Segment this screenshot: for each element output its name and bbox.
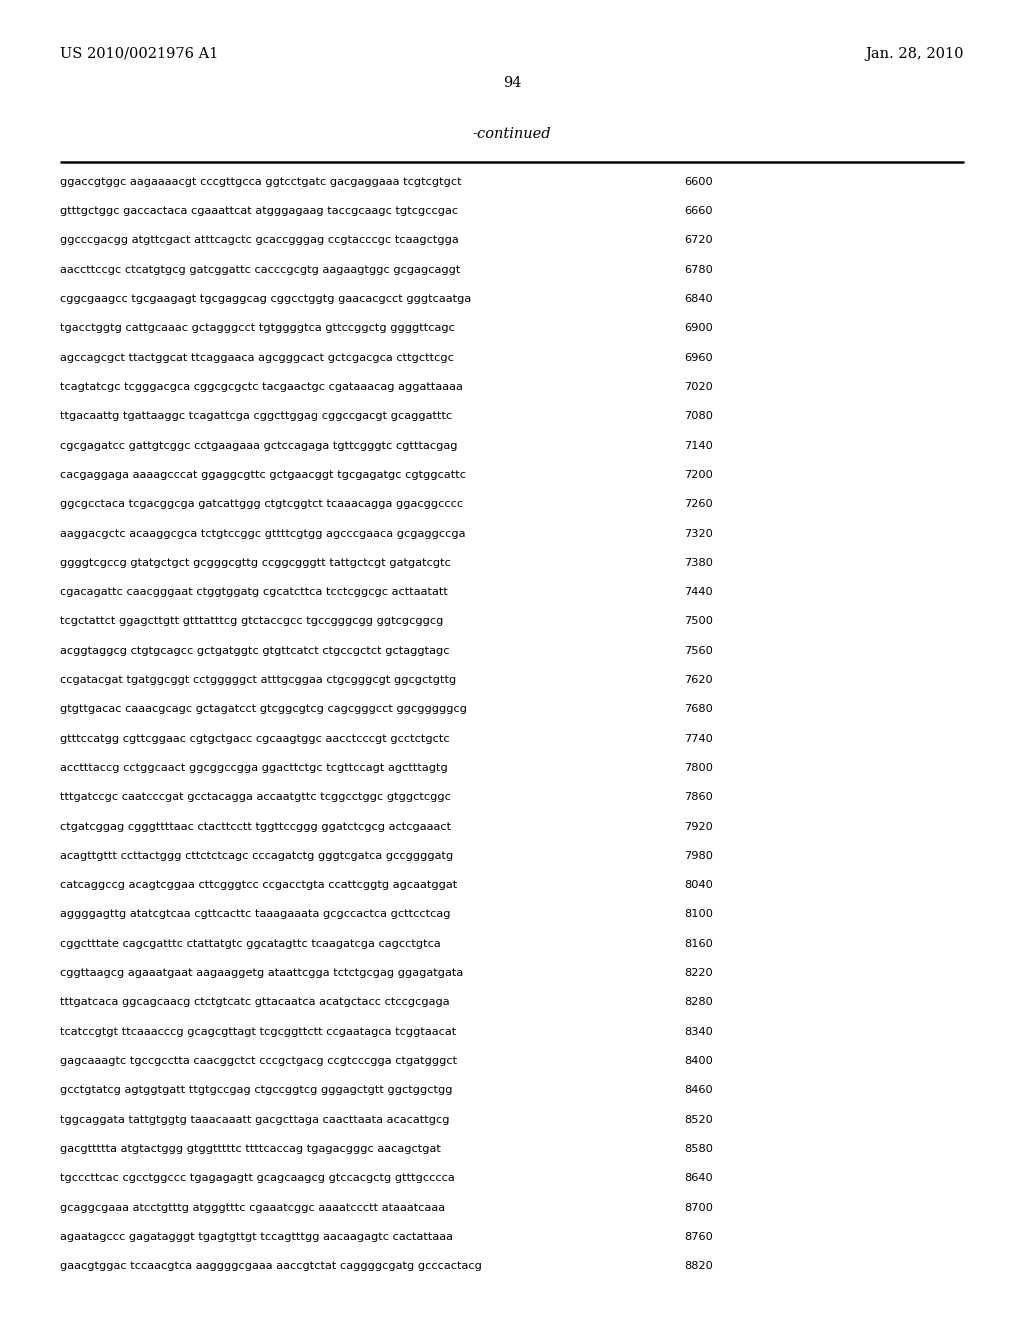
Text: 6900: 6900 xyxy=(684,323,713,334)
Text: -continued: -continued xyxy=(473,127,551,141)
Text: 8640: 8640 xyxy=(684,1173,713,1183)
Text: 8220: 8220 xyxy=(684,968,713,978)
Text: 6720: 6720 xyxy=(684,235,713,246)
Text: 6600: 6600 xyxy=(684,177,713,187)
Text: 7020: 7020 xyxy=(684,381,713,392)
Text: 7260: 7260 xyxy=(684,499,713,510)
Text: ggcccgacgg atgttcgact atttcagctc gcaccgggag ccgtacccgc tcaagctgga: ggcccgacgg atgttcgact atttcagctc gcaccgg… xyxy=(60,235,459,246)
Text: tggcaggata tattgtggtg taaacaaatt gacgcttaga caacttaata acacattgcg: tggcaggata tattgtggtg taaacaaatt gacgctt… xyxy=(60,1114,450,1125)
Text: 7560: 7560 xyxy=(684,645,713,656)
Text: 7500: 7500 xyxy=(684,616,713,627)
Text: 8820: 8820 xyxy=(684,1261,713,1271)
Text: gcaggcgaaa atcctgtttg atgggtttc cgaaatcggc aaaatccctt ataaatcaaa: gcaggcgaaa atcctgtttg atgggtttc cgaaatcg… xyxy=(60,1203,445,1213)
Text: agaatagccc gagatagggt tgagtgttgt tccagtttgg aacaagagtc cactattaaa: agaatagccc gagatagggt tgagtgttgt tccagtt… xyxy=(60,1232,454,1242)
Text: cggcgaagcc tgcgaagagt tgcgaggcag cggcctggtg gaacacgcct gggtcaatga: cggcgaagcc tgcgaagagt tgcgaggcag cggcctg… xyxy=(60,294,472,304)
Text: 8400: 8400 xyxy=(684,1056,713,1067)
Text: aaggacgctc acaaggcgca tctgtccggc gttttcgtgg agcccgaaca gcgaggccga: aaggacgctc acaaggcgca tctgtccggc gttttcg… xyxy=(60,528,466,539)
Text: cgcgagatcc gattgtcggc cctgaagaaa gctccagaga tgttcgggtc cgtttacgag: cgcgagatcc gattgtcggc cctgaagaaa gctccag… xyxy=(60,441,458,450)
Text: gcctgtatcg agtggtgatt ttgtgccgag ctgccggtcg gggagctgtt ggctggctgg: gcctgtatcg agtggtgatt ttgtgccgag ctgccgg… xyxy=(60,1085,453,1096)
Text: cgacagattc caacgggaat ctggtggatg cgcatcttca tcctcggcgc acttaatatt: cgacagattc caacgggaat ctggtggatg cgcatct… xyxy=(60,587,449,597)
Text: 7860: 7860 xyxy=(684,792,713,803)
Text: gtttgctggc gaccactaca cgaaattcat atgggagaag taccgcaagc tgtcgccgac: gtttgctggc gaccactaca cgaaattcat atgggag… xyxy=(60,206,459,216)
Text: 7920: 7920 xyxy=(684,821,713,832)
Text: gaacgtggac tccaacgtca aaggggcgaaa aaccgtctat caggggcgatg gcccactacg: gaacgtggac tccaacgtca aaggggcgaaa aaccgt… xyxy=(60,1261,482,1271)
Text: 7680: 7680 xyxy=(684,705,713,714)
Text: 7620: 7620 xyxy=(684,675,713,685)
Text: aggggagttg atatcgtcaa cgttcacttc taaagaaata gcgccactca gcttcctcag: aggggagttg atatcgtcaa cgttcacttc taaagaa… xyxy=(60,909,451,920)
Text: US 2010/0021976 A1: US 2010/0021976 A1 xyxy=(60,46,219,61)
Text: gagcaaagtc tgccgcctta caacggctct cccgctgacg ccgtcccgga ctgatgggct: gagcaaagtc tgccgcctta caacggctct cccgctg… xyxy=(60,1056,458,1067)
Text: Jan. 28, 2010: Jan. 28, 2010 xyxy=(865,46,964,61)
Text: 6960: 6960 xyxy=(684,352,713,363)
Text: cggttaagcg agaaatgaat aagaaggetg ataattcgga tctctgcgag ggagatgata: cggttaagcg agaaatgaat aagaaggetg ataattc… xyxy=(60,968,464,978)
Text: acagttgttt ccttactggg cttctctcagc cccagatctg gggtcgatca gccggggatg: acagttgttt ccttactggg cttctctcagc cccaga… xyxy=(60,851,454,861)
Text: 8700: 8700 xyxy=(684,1203,713,1213)
Text: 8280: 8280 xyxy=(684,998,713,1007)
Text: gacgttttta atgtactggg gtggtttttc ttttcaccag tgagacgggc aacagctgat: gacgttttta atgtactggg gtggtttttc ttttcac… xyxy=(60,1144,441,1154)
Text: 8100: 8100 xyxy=(684,909,713,920)
Text: ggaccgtggc aagaaaacgt cccgttgcca ggtcctgatc gacgaggaaa tcgtcgtgct: ggaccgtggc aagaaaacgt cccgttgcca ggtcctg… xyxy=(60,177,462,187)
Text: 94: 94 xyxy=(503,75,521,90)
Text: tttgatcaca ggcagcaacg ctctgtcatc gttacaatca acatgctacc ctccgcgaga: tttgatcaca ggcagcaacg ctctgtcatc gttacaa… xyxy=(60,998,450,1007)
Text: 8160: 8160 xyxy=(684,939,713,949)
Text: gtgttgacac caaacgcagc gctagatcct gtcggcgtcg cagcgggcct ggcgggggcg: gtgttgacac caaacgcagc gctagatcct gtcggcg… xyxy=(60,705,467,714)
Text: 8340: 8340 xyxy=(684,1027,713,1036)
Text: tcgctattct ggagcttgtt gtttatttcg gtctaccgcc tgccgggcgg ggtcgcggcg: tcgctattct ggagcttgtt gtttatttcg gtctacc… xyxy=(60,616,443,627)
Text: 7740: 7740 xyxy=(684,734,713,743)
Text: tcatccgtgt ttcaaacccg gcagcgttagt tcgcggttctt ccgaatagca tcggtaacat: tcatccgtgt ttcaaacccg gcagcgttagt tcgcgg… xyxy=(60,1027,457,1036)
Text: 7200: 7200 xyxy=(684,470,713,480)
Text: agccagcgct ttactggcat ttcaggaaca agcgggcact gctcgacgca cttgcttcgc: agccagcgct ttactggcat ttcaggaaca agcgggc… xyxy=(60,352,455,363)
Text: 7320: 7320 xyxy=(684,528,713,539)
Text: ggcgcctaca tcgacggcga gatcattggg ctgtcggtct tcaaacagga ggacggcccc: ggcgcctaca tcgacggcga gatcattggg ctgtcgg… xyxy=(60,499,464,510)
Text: 6780: 6780 xyxy=(684,265,713,275)
Text: 7440: 7440 xyxy=(684,587,713,597)
Text: tgcccttcac cgcctggccc tgagagagtt gcagcaagcg gtccacgctg gtttgcccca: tgcccttcac cgcctggccc tgagagagtt gcagcaa… xyxy=(60,1173,455,1183)
Text: ttgacaattg tgattaaggc tcagattcga cggcttggag cggccgacgt gcaggatttc: ttgacaattg tgattaaggc tcagattcga cggcttg… xyxy=(60,412,453,421)
Text: ctgatcggag cgggttttaac ctacttcctt tggttccggg ggatctcgcg actcgaaact: ctgatcggag cgggttttaac ctacttcctt tggttc… xyxy=(60,821,452,832)
Text: 7800: 7800 xyxy=(684,763,713,774)
Text: 8520: 8520 xyxy=(684,1114,713,1125)
Text: 6660: 6660 xyxy=(684,206,713,216)
Text: 8580: 8580 xyxy=(684,1144,713,1154)
Text: acggtaggcg ctgtgcagcc gctgatggtc gtgttcatct ctgccgctct gctaggtagc: acggtaggcg ctgtgcagcc gctgatggtc gtgttca… xyxy=(60,645,450,656)
Text: 8040: 8040 xyxy=(684,880,713,890)
Text: 6840: 6840 xyxy=(684,294,713,304)
Text: catcaggccg acagtcggaa cttcgggtcc ccgacctgta ccattcggtg agcaatggat: catcaggccg acagtcggaa cttcgggtcc ccgacct… xyxy=(60,880,458,890)
Text: 8460: 8460 xyxy=(684,1085,713,1096)
Text: ggggtcgccg gtatgctgct gcgggcgttg ccggcgggtt tattgctcgt gatgatcgtc: ggggtcgccg gtatgctgct gcgggcgttg ccggcgg… xyxy=(60,558,452,568)
Text: ccgatacgat tgatggcggt cctgggggct atttgcggaa ctgcgggcgt ggcgctgttg: ccgatacgat tgatggcggt cctgggggct atttgcg… xyxy=(60,675,457,685)
Text: cacgaggaga aaaagcccat ggaggcgttc gctgaacggt tgcgagatgc cgtggcattc: cacgaggaga aaaagcccat ggaggcgttc gctgaac… xyxy=(60,470,466,480)
Text: aaccttccgc ctcatgtgcg gatcggattc cacccgcgtg aagaagtggc gcgagcaggt: aaccttccgc ctcatgtgcg gatcggattc cacccgc… xyxy=(60,265,461,275)
Text: tttgatccgc caatcccgat gcctacagga accaatgttc tcggcctggc gtggctcggc: tttgatccgc caatcccgat gcctacagga accaatg… xyxy=(60,792,452,803)
Text: 8760: 8760 xyxy=(684,1232,713,1242)
Text: 7380: 7380 xyxy=(684,558,713,568)
Text: 7980: 7980 xyxy=(684,851,713,861)
Text: gtttccatgg cgttcggaac cgtgctgacc cgcaagtggc aacctcccgt gcctctgctc: gtttccatgg cgttcggaac cgtgctgacc cgcaagt… xyxy=(60,734,450,743)
Text: cggctttate cagcgatttc ctattatgtc ggcatagttc tcaagatcga cagcctgtca: cggctttate cagcgatttc ctattatgtc ggcatag… xyxy=(60,939,441,949)
Text: acctttaccg cctggcaact ggcggccgga ggacttctgc tcgttccagt agctttagtg: acctttaccg cctggcaact ggcggccgga ggacttc… xyxy=(60,763,449,774)
Text: tgacctggtg cattgcaaac gctagggcct tgtggggtca gttccggctg ggggttcagc: tgacctggtg cattgcaaac gctagggcct tgtgggg… xyxy=(60,323,456,334)
Text: tcagtatcgc tcgggacgca cggcgcgctc tacgaactgc cgataaacag aggattaaaa: tcagtatcgc tcgggacgca cggcgcgctc tacgaac… xyxy=(60,381,463,392)
Text: 7080: 7080 xyxy=(684,412,713,421)
Text: 7140: 7140 xyxy=(684,441,713,450)
